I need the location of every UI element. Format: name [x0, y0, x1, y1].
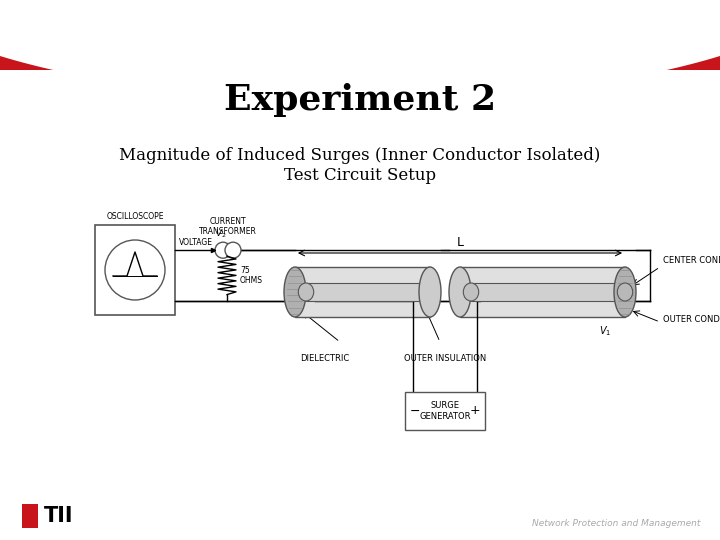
Ellipse shape: [614, 267, 636, 317]
Text: OSCILLOSCOPE: OSCILLOSCOPE: [107, 212, 163, 221]
Bar: [95, 225, 175, 315]
Circle shape: [225, 242, 241, 258]
Ellipse shape: [617, 283, 633, 301]
Text: CENTER CONDUCTOR: CENTER CONDUCTOR: [663, 256, 720, 265]
Text: TII: TII: [44, 506, 73, 526]
Polygon shape: [0, 0, 720, 70]
Polygon shape: [0, 0, 720, 100]
Text: OUTER INSULATION: OUTER INSULATION: [404, 354, 486, 363]
Ellipse shape: [449, 267, 471, 317]
Text: SURGE
GENERATOR: SURGE GENERATOR: [419, 401, 471, 421]
Text: CURRENT
TRANSFORMER: CURRENT TRANSFORMER: [199, 218, 257, 236]
Circle shape: [215, 242, 231, 258]
Text: $V_2$: $V_2$: [215, 228, 227, 240]
Text: 75
OHMS: 75 OHMS: [240, 266, 263, 285]
Text: Network Protection and Management: Network Protection and Management: [531, 519, 700, 528]
Text: −: −: [410, 404, 420, 417]
Ellipse shape: [419, 267, 441, 317]
Text: Experiment 2: Experiment 2: [224, 83, 496, 117]
Text: Magnitude of Induced Surges (Inner Conductor Isolated): Magnitude of Induced Surges (Inner Condu…: [120, 146, 600, 164]
Text: +: +: [469, 404, 480, 417]
Text: DIELECTRIC: DIELECTRIC: [300, 354, 350, 363]
Ellipse shape: [463, 283, 479, 301]
Circle shape: [105, 240, 165, 300]
Bar: [295, 267, 430, 317]
Text: L: L: [456, 236, 464, 249]
Text: VOLTAGE: VOLTAGE: [179, 238, 213, 247]
Text: OUTER CONDUCTOR: OUTER CONDUCTOR: [663, 315, 720, 325]
Ellipse shape: [298, 283, 314, 301]
Bar: [306, 283, 430, 301]
Bar: [460, 267, 625, 317]
Text: $V_1$: $V_1$: [599, 324, 611, 338]
Bar: [22, 504, 38, 528]
Text: Test Circuit Setup: Test Circuit Setup: [284, 166, 436, 184]
Bar: [471, 283, 625, 301]
Ellipse shape: [284, 267, 306, 317]
Bar: [405, 392, 485, 430]
